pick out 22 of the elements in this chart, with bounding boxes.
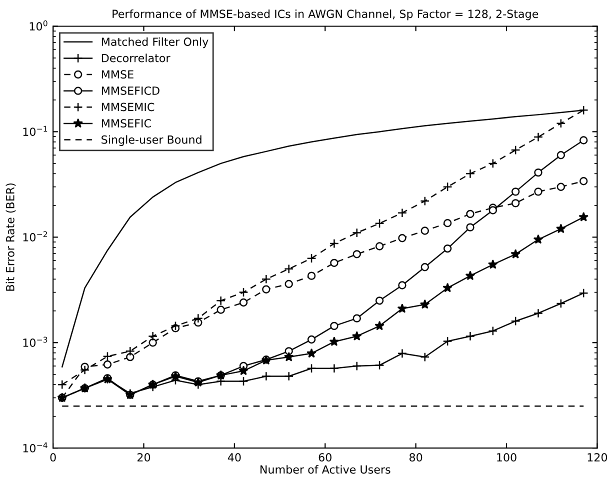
x-tick-label: 0 [50,453,56,462]
y-axis-title: Bit Error Rate (BER) [6,184,16,291]
chart-title: Performance of MMSE-based ICs in AWGN Channel, Sp Factor = 128, 2-Stage [112,9,538,20]
x-tick-label: 100 [497,453,516,462]
x-tick-label: 80 [410,453,422,462]
legend-label: Decorrelator [102,54,170,62]
x-tick-label: 40 [228,453,241,462]
y-tick-label: 10$^{−4}$ [23,442,48,452]
x-tick-label: 60 [318,453,332,462]
legend-label: MMSE [102,70,134,79]
y-tick-label: 10$^{0}$ [30,20,48,31]
x-tick-label: 20 [138,453,150,462]
legend-label: MMSEMIC [102,102,154,112]
x-tick-label: 120 [588,453,608,462]
y-tick-label: 10$^{−3}$ [23,336,48,347]
legend-label: MMSEFIC [102,119,151,128]
legend-label: Matched Filter Only [102,37,208,48]
y-tick-label: 10$^{−2}$ [23,231,48,242]
y-tick-label: 10$^{−1}$ [23,126,48,136]
legend-label: Single-user Bound [102,135,202,146]
x-axis-title: Number of Active Users [260,465,390,474]
legend-label: MMSEFICD [102,86,160,95]
